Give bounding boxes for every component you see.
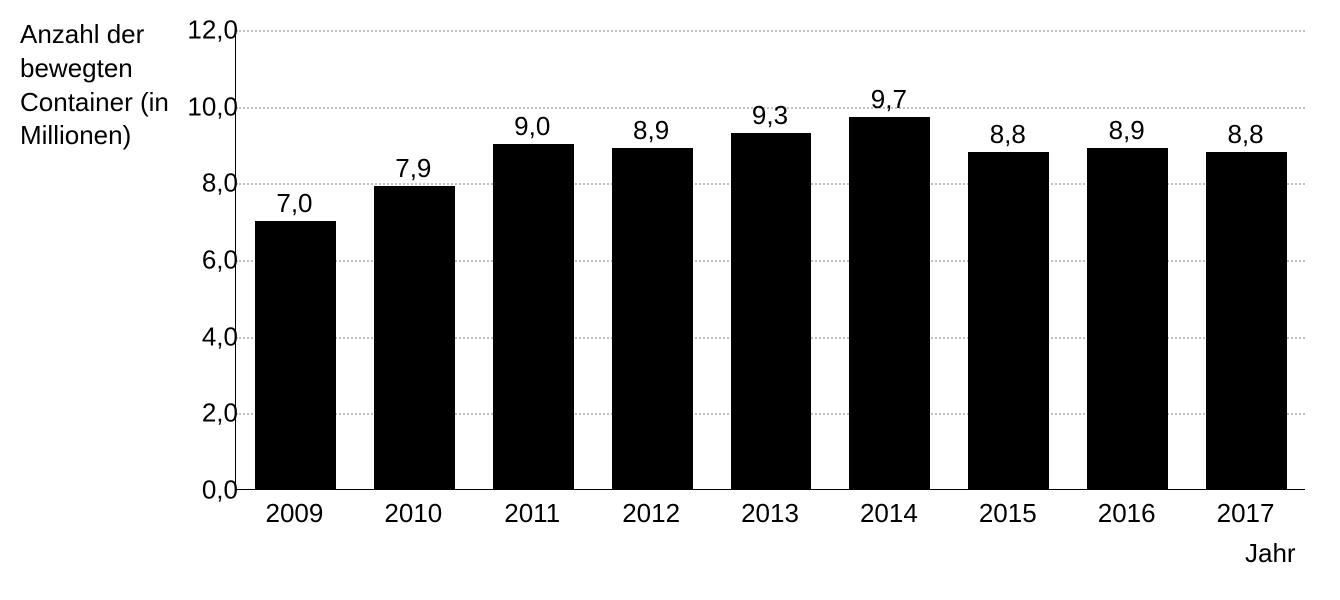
x-tick-label: 2012	[622, 498, 680, 529]
gridline	[236, 30, 1305, 32]
bar-value-label: 8,8	[990, 119, 1026, 150]
bar	[1087, 148, 1168, 489]
y-tick-label: 4,0	[168, 321, 238, 352]
bar	[612, 148, 693, 489]
bar	[1206, 152, 1287, 489]
x-tick-label: 2014	[860, 498, 918, 529]
x-tick-label: 2013	[741, 498, 799, 529]
bar-value-label: 8,9	[1109, 115, 1145, 146]
x-tick-label: 2011	[504, 498, 560, 529]
bar-value-label: 9,7	[871, 84, 907, 115]
x-tick-label: 2017	[1217, 498, 1275, 529]
bar	[849, 117, 930, 489]
y-tick-label: 12,0	[168, 15, 238, 46]
bar-value-label: 9,0	[514, 111, 550, 142]
bar	[374, 186, 455, 489]
bar	[731, 133, 812, 490]
y-tick-label: 10,0	[168, 91, 238, 122]
bar-value-label: 9,3	[752, 100, 788, 131]
y-tick-label: 2,0	[168, 398, 238, 429]
x-tick-label: 2009	[266, 498, 324, 529]
x-tick-label: 2015	[979, 498, 1037, 529]
y-tick-label: 6,0	[168, 245, 238, 276]
y-tick-label: 8,0	[168, 168, 238, 199]
bar-value-label: 7,9	[395, 153, 431, 184]
bar-value-label: 8,8	[1227, 119, 1263, 150]
bar	[255, 221, 336, 489]
x-tick-label: 2016	[1098, 498, 1156, 529]
bar-value-label: 7,0	[276, 188, 312, 219]
chart-container: Anzahl der bewegten Container (in Millio…	[20, 10, 1320, 590]
bar-value-label: 8,9	[633, 115, 669, 146]
bar	[493, 144, 574, 489]
y-tick-label: 0,0	[168, 475, 238, 506]
bar	[968, 152, 1049, 489]
x-tick-label: 2010	[384, 498, 442, 529]
x-axis-title: Jahr	[1245, 538, 1296, 569]
